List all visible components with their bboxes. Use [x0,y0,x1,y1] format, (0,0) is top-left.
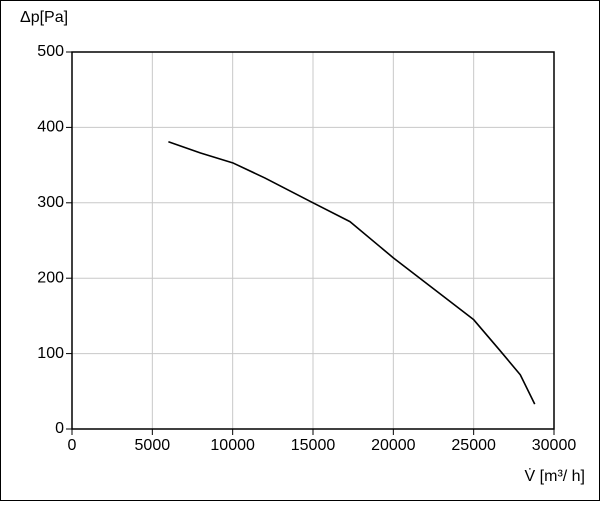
x-tick-label: 30000 [532,437,577,454]
x-tick-label: 0 [68,437,77,454]
plot-frame [71,51,555,430]
x-tick-label: 20000 [371,437,416,454]
y-tick-label: 300 [37,194,64,211]
y-tick-label: 500 [37,43,64,60]
curve [168,140,536,405]
y-tick-label: 200 [37,269,64,286]
x-axis-label: V̇ [m³/ h] [525,467,585,485]
x-tick-label: 25000 [451,437,496,454]
y-tick-label: 400 [37,119,64,136]
x-tick-label: 5000 [135,437,171,454]
y-tick-label: 100 [37,345,64,362]
x-tick-label: 15000 [291,437,336,454]
y-axis-label: Δp[Pa] [20,9,68,26]
x-tick-label: 10000 [210,437,255,454]
y-tick-label: 0 [55,420,64,437]
